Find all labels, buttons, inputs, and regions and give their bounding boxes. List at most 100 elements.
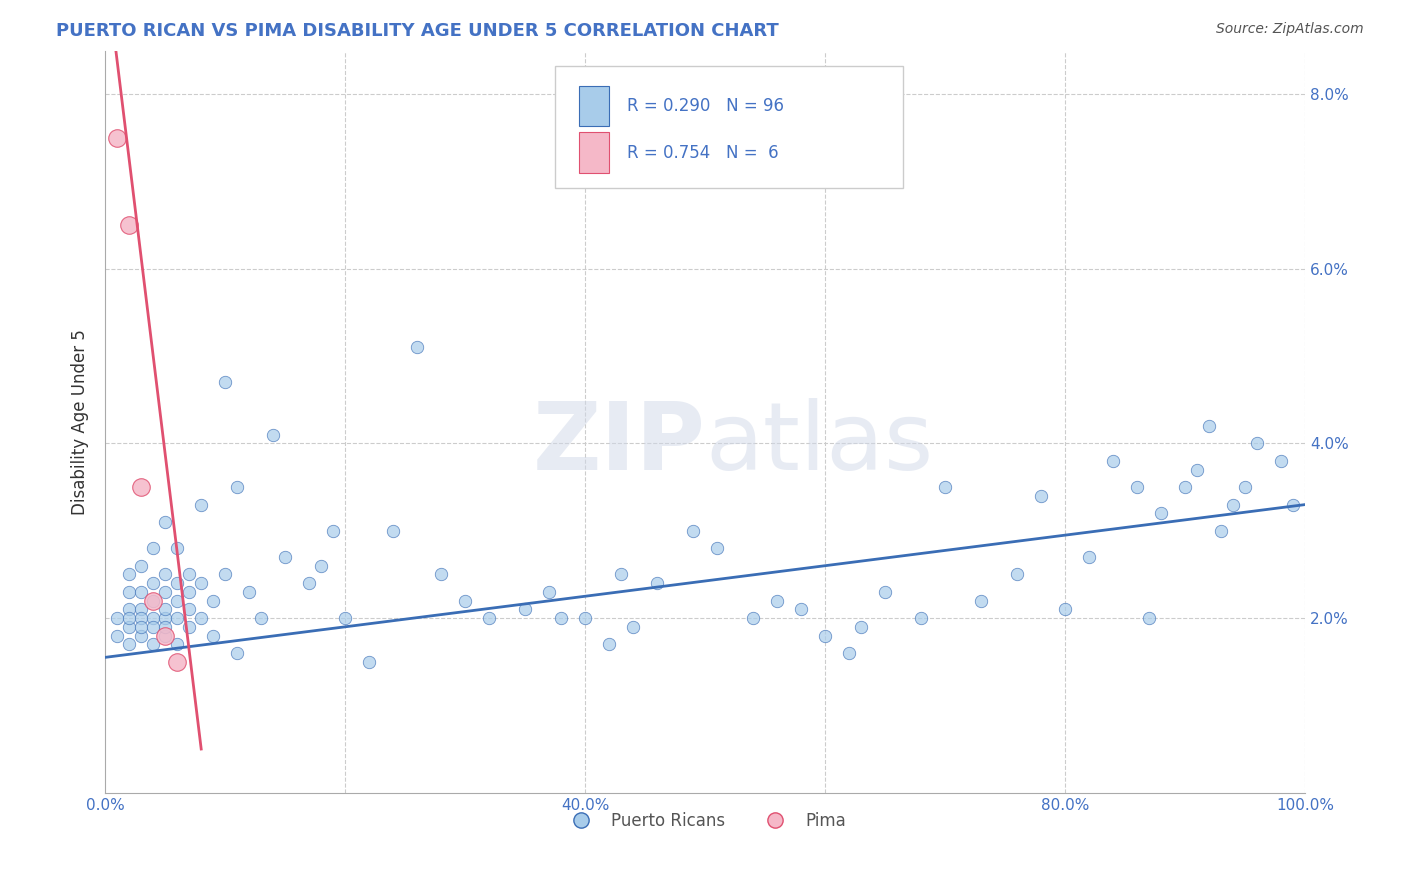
Y-axis label: Disability Age Under 5: Disability Age Under 5 <box>72 329 89 515</box>
Point <box>155 515 177 529</box>
Point <box>1185 463 1208 477</box>
Point <box>1126 480 1149 494</box>
Point <box>1209 524 1232 538</box>
Point <box>934 480 956 494</box>
Point <box>190 611 212 625</box>
Point <box>309 558 332 573</box>
Point <box>298 576 321 591</box>
Point <box>214 567 236 582</box>
Point <box>1078 549 1101 564</box>
Point <box>706 541 728 556</box>
Point <box>335 611 357 625</box>
Text: R = 0.754   N =  6: R = 0.754 N = 6 <box>627 144 779 161</box>
Point <box>814 628 837 642</box>
Point <box>322 524 344 538</box>
Point <box>478 611 501 625</box>
Point <box>849 620 872 634</box>
Point <box>142 637 165 651</box>
Point <box>118 567 141 582</box>
Point <box>1222 498 1244 512</box>
Point <box>550 611 572 625</box>
Point <box>574 611 596 625</box>
Point <box>1234 480 1257 494</box>
Point <box>179 602 201 616</box>
Point <box>129 620 152 634</box>
Point <box>129 585 152 599</box>
Point <box>1029 489 1052 503</box>
Point <box>129 602 152 616</box>
Point <box>166 655 188 669</box>
Point <box>129 628 152 642</box>
Point <box>166 576 188 591</box>
Point <box>155 628 177 642</box>
Text: R = 0.290   N = 96: R = 0.290 N = 96 <box>627 97 785 115</box>
Point <box>129 611 152 625</box>
Point <box>1270 454 1292 468</box>
Point <box>430 567 453 582</box>
Point <box>910 611 932 625</box>
Point <box>538 585 561 599</box>
Legend: Puerto Ricans, Pima: Puerto Ricans, Pima <box>558 805 852 837</box>
Text: Source: ZipAtlas.com: Source: ZipAtlas.com <box>1216 22 1364 37</box>
Point <box>1102 454 1125 468</box>
Point <box>118 637 141 651</box>
Point <box>970 593 993 607</box>
Point <box>790 602 813 616</box>
Point <box>179 567 201 582</box>
Point <box>1137 611 1160 625</box>
Point <box>166 541 188 556</box>
Point <box>155 620 177 634</box>
Point <box>202 628 225 642</box>
Point <box>118 219 141 233</box>
Point <box>226 646 249 660</box>
Text: atlas: atlas <box>706 398 934 490</box>
Point <box>155 585 177 599</box>
Point <box>129 558 152 573</box>
Point <box>1054 602 1077 616</box>
Point <box>190 498 212 512</box>
Point <box>142 611 165 625</box>
Point <box>142 620 165 634</box>
Point <box>766 593 789 607</box>
Point <box>190 576 212 591</box>
Point <box>155 628 177 642</box>
Point <box>454 593 477 607</box>
Point <box>1150 506 1173 520</box>
Point <box>142 541 165 556</box>
Point <box>105 628 128 642</box>
Point <box>142 593 165 607</box>
Point <box>155 602 177 616</box>
Point <box>875 585 897 599</box>
Point <box>129 480 152 494</box>
Point <box>142 576 165 591</box>
Point <box>515 602 537 616</box>
Point <box>118 611 141 625</box>
Point <box>262 427 284 442</box>
Point <box>166 593 188 607</box>
Point <box>179 585 201 599</box>
Point <box>1174 480 1197 494</box>
Bar <box>579 132 609 173</box>
Point <box>645 576 668 591</box>
Point <box>118 602 141 616</box>
Point <box>742 611 765 625</box>
Point <box>682 524 704 538</box>
Point <box>359 655 381 669</box>
Point <box>238 585 260 599</box>
Point <box>179 620 201 634</box>
Point <box>250 611 273 625</box>
Point <box>118 620 141 634</box>
Bar <box>579 86 609 127</box>
Point <box>166 611 188 625</box>
Text: PUERTO RICAN VS PIMA DISABILITY AGE UNDER 5 CORRELATION CHART: PUERTO RICAN VS PIMA DISABILITY AGE UNDE… <box>56 22 779 40</box>
Point <box>142 593 165 607</box>
Point <box>202 593 225 607</box>
Point <box>598 637 620 651</box>
Point <box>1246 436 1268 450</box>
FancyBboxPatch shape <box>555 65 903 188</box>
Point <box>610 567 633 582</box>
Point <box>1198 419 1220 434</box>
Point <box>838 646 860 660</box>
Point <box>621 620 644 634</box>
Point <box>1005 567 1028 582</box>
